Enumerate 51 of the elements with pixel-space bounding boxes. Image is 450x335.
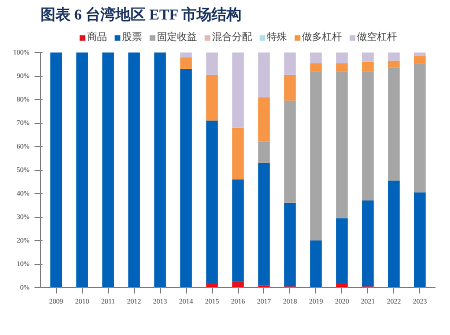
- bar: [336, 218, 348, 284]
- chart-title: 图表 6 台湾地区 ETF 市场结构: [40, 6, 242, 24]
- bar: [232, 282, 244, 288]
- bar: [336, 63, 348, 72]
- bar: [76, 52, 88, 288]
- bar: [206, 120, 218, 284]
- legend-label: 做空杠杆: [357, 30, 397, 44]
- bar: [414, 63, 426, 192]
- bar: [414, 56, 426, 64]
- bar: [336, 52, 348, 64]
- bar: [362, 71, 374, 201]
- bar: [284, 52, 296, 75]
- bar: [180, 57, 192, 69]
- bar: [284, 74, 296, 101]
- bar: [310, 63, 322, 72]
- bar: [258, 142, 270, 163]
- bar: [102, 52, 114, 288]
- bar: [362, 62, 374, 72]
- bar: [336, 71, 348, 218]
- legend-label: 商品: [87, 30, 107, 44]
- bar: [206, 52, 218, 75]
- legend-label: 股票: [122, 31, 142, 44]
- bar: [310, 240, 322, 288]
- bar: [362, 200, 374, 286]
- legend-label: 混合分配: [212, 31, 252, 44]
- legend-label: 做多杠杆: [302, 30, 342, 44]
- bar: [258, 97, 270, 142]
- bar: [232, 179, 244, 282]
- bar: [388, 60, 400, 68]
- legend-label: 特殊: [267, 30, 287, 44]
- bar: [180, 52, 192, 58]
- bar: [258, 52, 270, 98]
- bar: [284, 100, 296, 203]
- bar: [310, 52, 322, 64]
- bar: [154, 52, 166, 288]
- bar: [362, 52, 374, 62]
- legend-label: 固定收益: [157, 30, 197, 44]
- bar: [284, 202, 296, 286]
- bar: [50, 52, 62, 288]
- bar: [128, 52, 140, 288]
- bar: [414, 52, 426, 56]
- bar: [388, 52, 400, 61]
- bar: [388, 180, 400, 288]
- bar: [310, 71, 322, 240]
- bar: [232, 128, 244, 180]
- bar: [232, 52, 244, 128]
- bar: [388, 68, 400, 181]
- bar: [258, 162, 270, 286]
- bar: [180, 68, 192, 288]
- bar: [414, 192, 426, 288]
- bar: [206, 74, 218, 121]
